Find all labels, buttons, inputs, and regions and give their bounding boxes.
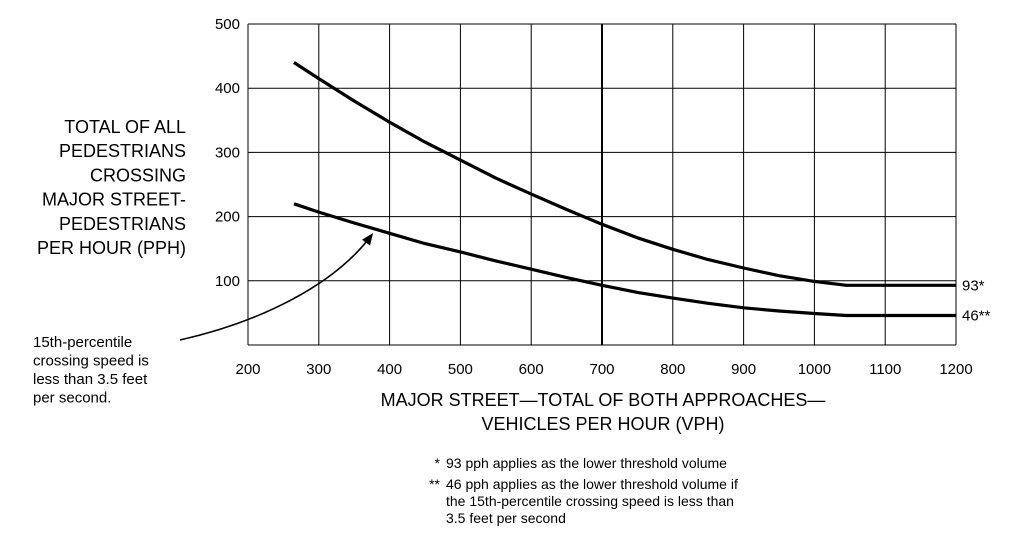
x-tick-label: 1000 bbox=[798, 361, 831, 378]
footnote-marker: * bbox=[435, 455, 441, 471]
y-tick-label: 500 bbox=[215, 16, 240, 33]
y-tick-label: 300 bbox=[215, 144, 240, 161]
y-axis-label-line: CROSSING bbox=[90, 165, 186, 185]
x-axis-label-line: VEHICLES PER HOUR (VPH) bbox=[481, 414, 724, 434]
y-tick-label: 200 bbox=[215, 209, 240, 226]
y-axis-label-line: PEDESTRIANS bbox=[59, 141, 186, 161]
x-tick-label: 900 bbox=[731, 361, 756, 378]
x-tick-label: 800 bbox=[660, 361, 685, 378]
footnote-marker: ** bbox=[429, 476, 440, 492]
footnote-text-line: the 15th-percentile crossing speed is le… bbox=[446, 493, 734, 509]
x-tick-label: 400 bbox=[377, 361, 402, 378]
x-tick-label: 500 bbox=[448, 361, 473, 378]
annotation-text-line: per second. bbox=[33, 390, 111, 407]
threshold-curves: 93* 46** bbox=[293, 61, 991, 324]
y-axis-label-line: MAJOR STREET- bbox=[42, 190, 186, 210]
footnote-text-line: 3.5 feet per second bbox=[446, 510, 566, 526]
x-tick-label: 200 bbox=[235, 361, 260, 378]
y-tick-label: 400 bbox=[215, 80, 240, 97]
footnote-text-line: 46 pph applies as the lower threshold vo… bbox=[446, 476, 738, 492]
annotation-text-line: less than 3.5 feet bbox=[33, 371, 148, 388]
y-axis-label-line: TOTAL OF ALL bbox=[64, 117, 186, 137]
x-axis-label-line: MAJOR STREET—TOTAL OF BOTH APPROACHES— bbox=[381, 390, 826, 410]
y-axis-label-line: PEDESTRIANS bbox=[59, 214, 186, 234]
footnotes: * 93 pph applies as the lower threshold v… bbox=[429, 455, 738, 526]
annotation-text-line: crossing speed is bbox=[33, 353, 149, 370]
series-end-label: 46** bbox=[962, 307, 991, 324]
footnote-text-line: 93 pph applies as the lower threshold vo… bbox=[446, 455, 727, 471]
axis-labels: TOTAL OF ALL PEDESTRIANS CROSSING MAJOR STR… bbox=[37, 117, 825, 434]
annotation-text-line: 15th-percentile bbox=[33, 334, 132, 351]
grid bbox=[247, 23, 957, 346]
annotation-arrow bbox=[179, 232, 374, 341]
series-line-46 bbox=[293, 202, 956, 318]
x-tick-label: 600 bbox=[519, 361, 544, 378]
y-tick-label: 100 bbox=[215, 273, 240, 290]
x-tick-label: 700 bbox=[589, 361, 614, 378]
x-tick-label: 1100 bbox=[869, 361, 901, 378]
tick-labels: 200 300 400 500 600 700 800 900 1000 1100 1200 100 2… bbox=[215, 16, 973, 378]
x-tick-label: 1200 bbox=[939, 361, 972, 378]
x-tick-label: 300 bbox=[306, 361, 331, 378]
series-end-label: 93* bbox=[962, 277, 985, 294]
series-line-93 bbox=[293, 61, 956, 287]
y-axis-label-line: PER HOUR (PPH) bbox=[37, 238, 186, 258]
